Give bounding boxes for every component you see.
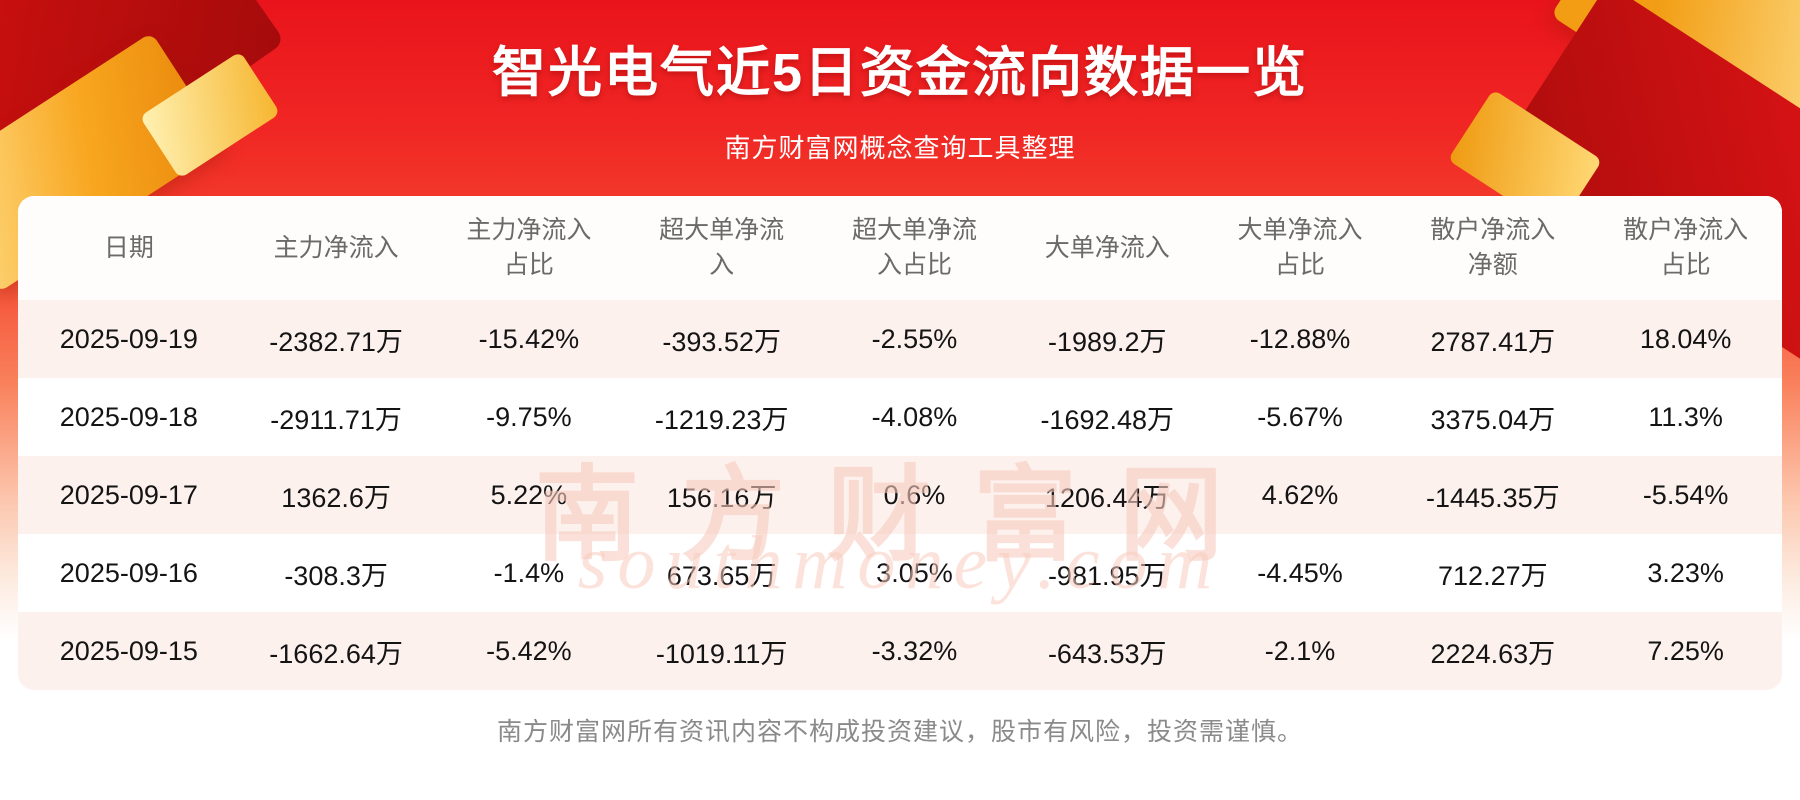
column-header: 散户净流入净额 [1430, 216, 1556, 279]
value-cell: -2.1% [1264, 635, 1336, 666]
table-body: 2025-09-19 -2382.71万 -15.42% -393.52万 -2.55%… [18, 300, 1782, 690]
column-header: 日期 [103, 233, 154, 262]
value-cell: -643.53万 [1047, 638, 1167, 669]
page-title: 智光电气近5日资金流向数据一览 [491, 43, 1309, 103]
value-cell: 7.25% [1647, 635, 1724, 666]
value-cell: 0.6% [883, 479, 946, 510]
value-cell: -4.08% [871, 401, 958, 432]
value-cell: -1.4% [493, 557, 565, 588]
table-row: 2025-09-17 1362.6万 5.22% 156.16万 0.6% 1206.44… [18, 456, 1782, 534]
table-row: 2025-09-15 -1662.64万 -5.42% -1019.11万 -3.32%… [18, 612, 1782, 690]
date-cell: 2025-09-18 [59, 401, 198, 432]
value-cell: -1219.23万 [654, 404, 789, 435]
date-cell: 2025-09-16 [59, 557, 198, 588]
value-cell: -12.88% [1249, 323, 1351, 354]
value-cell: 156.16万 [666, 482, 777, 513]
value-cell: -981.95万 [1047, 560, 1167, 591]
value-cell: -2911.71万 [270, 404, 402, 435]
value-cell: -308.3万 [284, 560, 388, 591]
column-header: 主力净流入 [273, 233, 399, 262]
value-cell: 673.65万 [666, 560, 777, 591]
table-row: 2025-09-18 -2911.71万 -9.75% -1219.23万 -4.08%… [18, 378, 1782, 456]
table-header-row: 日期 主力净流入 主力净流入占比 超大单净流入 超大单净流入占比 大单净流入 大单净流入占比… [18, 196, 1782, 300]
value-cell: -1989.2万 [1047, 326, 1167, 357]
value-cell: -5.42% [486, 635, 572, 666]
date-cell: 2025-09-15 [59, 635, 198, 666]
column-header: 散户净流入占比 [1623, 216, 1749, 279]
value-cell: -2382.71万 [269, 326, 403, 357]
value-cell: 2787.41万 [1430, 326, 1556, 357]
value-cell: -1662.64万 [269, 638, 403, 669]
date-cell: 2025-09-19 [59, 323, 198, 354]
value-cell: 3.05% [876, 557, 953, 588]
value-cell: -15.42% [478, 323, 580, 354]
value-cell: 2224.63万 [1430, 638, 1556, 669]
value-cell: 1206.44万 [1044, 482, 1170, 513]
value-cell: -1692.48万 [1040, 404, 1175, 435]
column-header: 主力净流入占比 [466, 216, 592, 279]
value-cell: -1019.11万 [655, 638, 788, 669]
page-subtitle: 南方财富网概念查询工具整理 [724, 133, 1076, 163]
date-cell: 2025-09-17 [59, 479, 198, 510]
value-cell: 11.3% [1648, 401, 1723, 432]
value-cell: -5.67% [1257, 401, 1343, 432]
value-cell: -4.45% [1257, 557, 1343, 588]
value-cell: 4.62% [1261, 479, 1339, 510]
column-header: 大单净流入占比 [1237, 216, 1363, 279]
column-header: 超大单净流入 [659, 216, 785, 279]
value-cell: 5.22% [490, 479, 568, 510]
fundflow-table: 日期 主力净流入 主力净流入占比 超大单净流入 超大单净流入占比 大单净流入 大单净流入占比… [18, 196, 1782, 690]
table-row: 2025-09-16 -308.3万 -1.4% 673.65万 3.05% -981.9… [18, 534, 1782, 612]
value-cell: 3375.04万 [1430, 404, 1556, 435]
value-cell: -1445.35万 [1426, 482, 1560, 513]
value-cell: -5.54% [1642, 479, 1729, 510]
value-cell: 18.04% [1639, 323, 1732, 354]
value-cell: -9.75% [486, 401, 572, 432]
column-header: 超大单净流入占比 [851, 216, 977, 279]
value-cell: -393.52万 [662, 326, 781, 357]
disclaimer-text: 南方财富网所有资讯内容不构成投资建议，股市有风险，投资需谨慎。 [496, 718, 1303, 746]
column-header: 大单净流入 [1044, 233, 1170, 262]
value-cell: -2.55% [871, 323, 958, 354]
value-cell: -3.32% [871, 635, 958, 666]
value-cell: 1362.6万 [281, 482, 391, 513]
value-cell: 3.23% [1647, 557, 1724, 588]
table-row: 2025-09-19 -2382.71万 -15.42% -393.52万 -2.55%… [18, 300, 1782, 378]
value-cell: 712.27万 [1438, 560, 1548, 591]
